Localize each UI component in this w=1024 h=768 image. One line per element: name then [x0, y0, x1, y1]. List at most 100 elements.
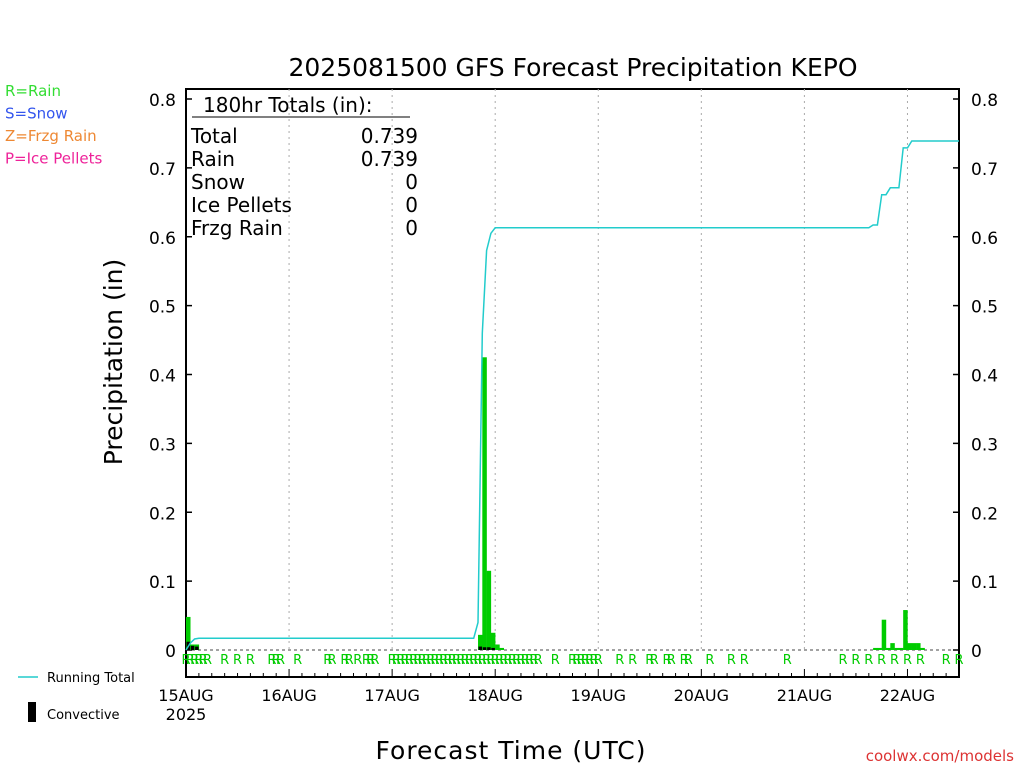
ptype-marker: R	[392, 653, 401, 668]
ptype-marker: R	[585, 653, 594, 668]
running-total-legend-label: Running Total	[47, 671, 135, 686]
ptype-marker: R	[233, 653, 242, 668]
rain-bar	[898, 647, 904, 650]
ptype-marker: R	[199, 653, 208, 668]
ptype-marker: R	[534, 653, 543, 668]
ptype-marker: R	[465, 653, 474, 668]
ptype-marker: R	[456, 653, 465, 668]
ptype-marker: R	[362, 653, 371, 668]
ptype-marker: R	[461, 653, 470, 668]
rain-bar	[490, 632, 496, 650]
ptype-marker: R	[568, 653, 577, 668]
chart-title: 2025081500 GFS Forecast Precipitation KE…	[288, 53, 857, 82]
ptype-marker: R	[680, 653, 689, 668]
ptype-marker: R	[194, 653, 203, 668]
convective-legend-swatch	[28, 702, 36, 722]
ptype-marker: R	[615, 653, 624, 668]
x-tick-label: 21AUG	[777, 686, 832, 705]
ptype-marker: R	[851, 653, 860, 668]
ptype-marker: R	[186, 653, 195, 668]
convective-bar	[195, 646, 199, 650]
ptype-marker: R	[589, 653, 598, 668]
ptype-marker: R	[272, 653, 281, 668]
ptype-marker: R	[323, 653, 332, 668]
totals-row-label: Total	[190, 124, 238, 148]
ptype-marker: R	[877, 653, 886, 668]
rain-bar	[478, 634, 483, 650]
ptype-marker: R	[727, 653, 736, 668]
rain-bar	[903, 610, 908, 650]
convective-bar	[487, 647, 491, 650]
rain-bar	[890, 643, 895, 650]
totals-row-value: 0	[405, 216, 418, 240]
x-tick-label: 22AUG	[880, 686, 935, 705]
ptype-marker: R	[650, 653, 659, 668]
ptype-marker: R	[190, 653, 199, 668]
ptype-marker: R	[684, 653, 693, 668]
ptype-marker: R	[246, 653, 255, 668]
y-tick-label-right: 0.1	[971, 573, 998, 593]
ptype-marker: R	[426, 653, 435, 668]
y-tick-label-right: 0.4	[971, 367, 998, 387]
ptype-marker: R	[662, 653, 671, 668]
totals-row-label: Ice Pellets	[191, 193, 292, 217]
y-tick-label-right: 0.5	[971, 298, 998, 318]
ptype-marker: R	[864, 653, 873, 668]
ptype-legend-item: P=Ice Pellets	[5, 150, 102, 168]
y-tick-label-right: 0.7	[971, 160, 998, 180]
rain-bar	[186, 616, 191, 650]
totals-heading: 180hr Totals (in):	[203, 93, 373, 117]
x-tick-label: 15AUG	[158, 686, 213, 705]
y-tick-label-left: 0.2	[149, 504, 176, 524]
ptype-marker: R	[504, 653, 513, 668]
ptype-marker: R	[366, 653, 375, 668]
y-tick-label-left: 0.5	[149, 298, 176, 318]
y-axis-title: Precipitation (in)	[99, 259, 128, 466]
ptype-marker: R	[942, 653, 951, 668]
running-total-line	[185, 140, 959, 651]
ptype-marker: R	[551, 653, 560, 668]
ptype-marker: R	[572, 653, 581, 668]
rain-bar	[482, 357, 487, 650]
totals-row-value: 0.739	[361, 124, 418, 148]
ptype-marker: R	[203, 653, 212, 668]
ptype-marker: R	[388, 653, 397, 668]
ptype-marker: R	[435, 653, 444, 668]
ptype-marker: R	[954, 653, 963, 668]
ptype-marker: R	[705, 653, 714, 668]
ptype-marker: R	[529, 653, 538, 668]
rain-bar	[881, 619, 887, 650]
ptype-marker: R	[370, 653, 379, 668]
totals-row-label: Snow	[191, 170, 245, 194]
ptype-marker: R	[783, 653, 792, 668]
y-tick-label-right: 0.8	[971, 91, 998, 111]
totals-row-value: 0	[405, 193, 418, 217]
ptype-marker: R	[345, 653, 354, 668]
ptype-legend-item: R=Rain	[5, 82, 61, 100]
rain-bar	[916, 643, 921, 650]
y-tick-label-right: 0.2	[971, 504, 998, 524]
ptype-marker: R	[439, 653, 448, 668]
ptype-marker: R	[508, 653, 517, 668]
ptype-marker: R	[293, 653, 302, 668]
rain-bar	[885, 647, 891, 650]
ptype-marker: R	[353, 653, 362, 668]
ptype-legend-item: S=Snow	[5, 105, 68, 123]
convective-bar	[491, 647, 495, 650]
ptype-marker: R	[448, 653, 457, 668]
rain-bar	[495, 644, 500, 650]
ptype-marker: R	[903, 653, 912, 668]
convective-legend-label: Convective	[47, 708, 120, 723]
ptype-marker: R	[499, 653, 508, 668]
x-tick-label: 18AUG	[467, 686, 522, 705]
y-tick-label-left: 0	[165, 642, 176, 662]
ptype-marker: R	[512, 653, 521, 668]
y-tick-label-left: 0.6	[149, 229, 176, 249]
ptype-marker: R	[491, 653, 500, 668]
ptype-marker: R	[267, 653, 276, 668]
ptype-marker: R	[422, 653, 431, 668]
x-tick-label: 19AUG	[571, 686, 626, 705]
ptype-marker: R	[521, 653, 530, 668]
rain-bar	[920, 647, 925, 650]
totals-row-value: 0.739	[361, 147, 418, 171]
